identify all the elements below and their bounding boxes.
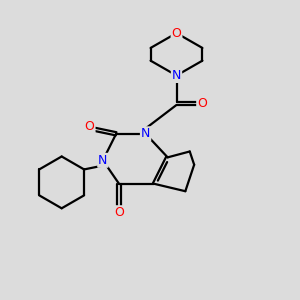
Text: O: O — [197, 97, 207, 110]
Text: N: N — [98, 154, 108, 167]
Text: N: N — [141, 127, 150, 140]
Text: O: O — [114, 206, 124, 219]
Text: N: N — [172, 69, 181, 82]
Text: O: O — [172, 27, 182, 40]
Text: O: O — [85, 120, 94, 133]
